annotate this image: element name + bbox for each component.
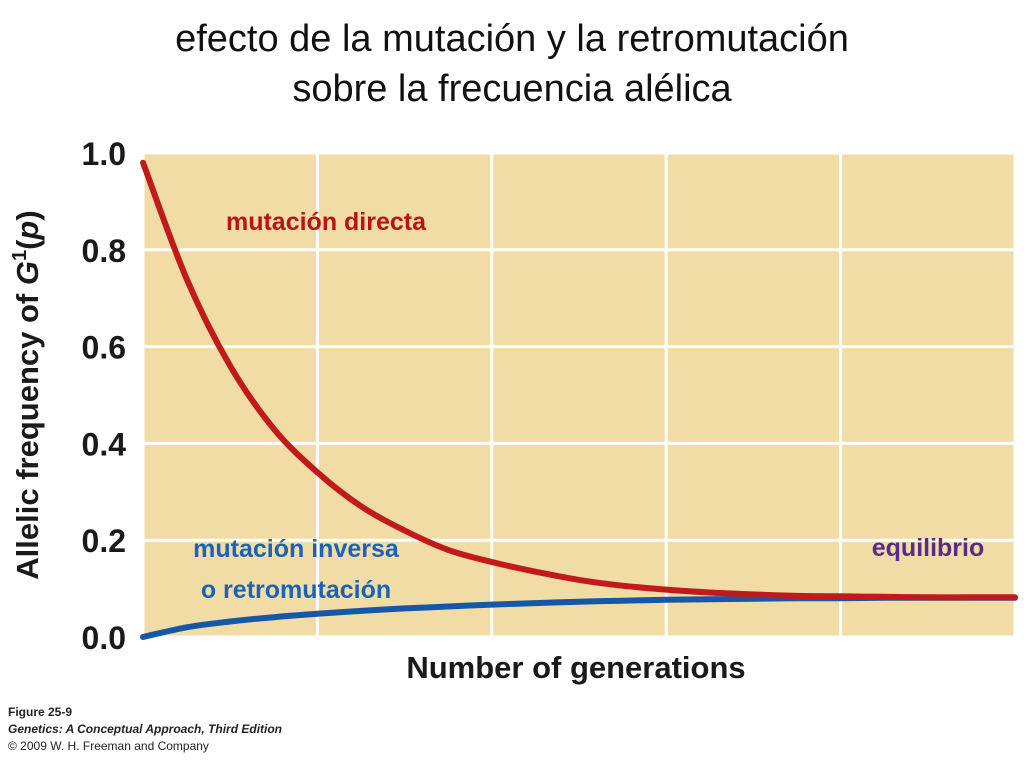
y-tick-label-1: 0.2 [82,523,126,559]
series-lines [140,159,1018,640]
annotation-equilibrium: equilibrio [872,534,985,562]
annotation-reverse-mutation-line-1: mutación inversa [193,535,400,563]
y-axis-label: Allelic frequency of G1(p) [9,210,45,579]
annotation-direct-mutation: mutación directa [226,208,427,236]
y-tick-labels: 0.0 0.2 0.4 0.6 0.8 1.0 [82,136,127,656]
y-tick-label-3: 0.6 [82,330,126,366]
y-tick-label-0: 0.0 [82,620,126,656]
y-tick-label-4: 0.8 [82,233,126,269]
grid-lines [141,151,1017,639]
annotation-reverse-mutation-line-2: o retromutación [201,576,391,604]
y-tick-label-2: 0.4 [82,426,127,462]
chart-title-line-1: efecto de la mutación y la retromutación [175,18,849,60]
caption-book-title: Genetics: A Conceptual Approach, Third E… [8,722,283,736]
chart-title-line-2: sobre la frecuencia alélica [292,68,732,110]
x-axis-label: Number of generations [406,650,745,685]
y-tick-label-5: 1.0 [82,136,126,172]
series-line-direct-mutation [140,159,1018,601]
caption-figure-number: Figure 25-9 [8,705,73,719]
figure-caption: Figure 25-9 Genetics: A Conceptual Appro… [8,704,282,755]
chart-title: efecto de la mutación y la retromutación… [0,14,1024,114]
plot-background [143,153,1015,637]
caption-copyright: © 2009 W. H. Freeman and Company [8,739,209,753]
